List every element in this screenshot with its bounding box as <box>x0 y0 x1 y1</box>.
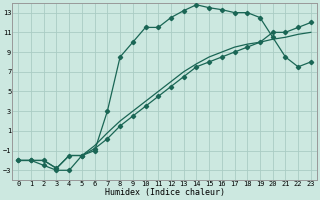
X-axis label: Humidex (Indice chaleur): Humidex (Indice chaleur) <box>105 188 225 197</box>
